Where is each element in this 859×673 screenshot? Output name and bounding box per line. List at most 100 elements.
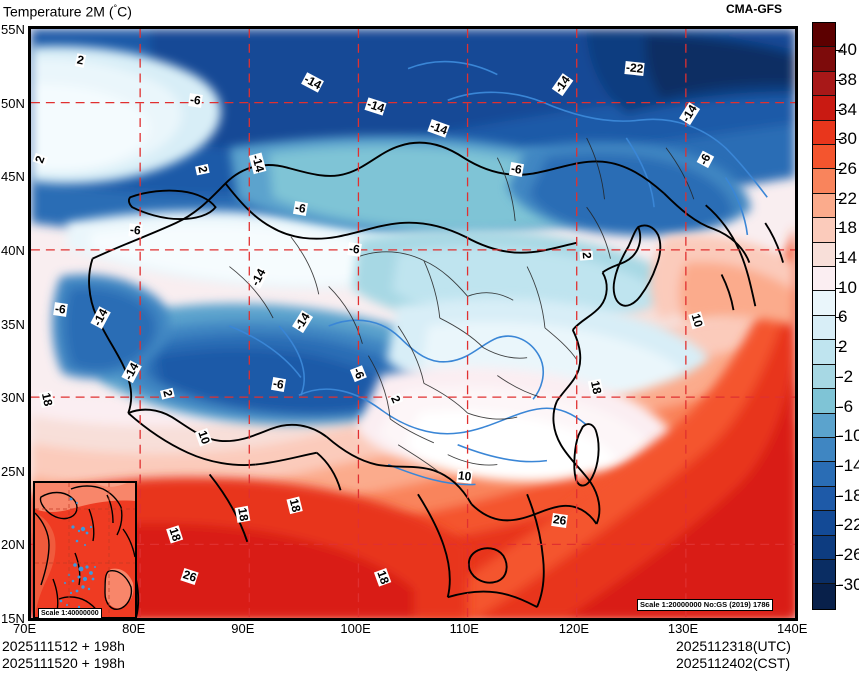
colorbar-ticks	[836, 22, 859, 610]
colorbar-tick-mark	[836, 50, 843, 52]
colorbar-tick--10: -10	[838, 426, 859, 446]
degree-symbol: °	[113, 3, 118, 13]
colorbar-tick-mark	[836, 584, 843, 586]
colorbar-tick--26: -26	[838, 545, 859, 565]
colorbar-tick-mark	[836, 347, 843, 349]
lat-tick-30N: 30N	[1, 390, 25, 406]
south-china-sea-inset[interactable]	[33, 481, 137, 619]
colorbar-tick-mark	[836, 139, 843, 141]
colorbar-segment	[813, 120, 835, 146]
lat-tick-40N: 40N	[1, 242, 25, 258]
page-title-unit: C)	[117, 3, 132, 20]
contour-label: 18	[286, 496, 305, 515]
colorbar-tick-mark	[836, 436, 843, 438]
colorbar-segment	[813, 267, 835, 292]
lat-tick-20N: 20N	[1, 537, 25, 553]
colorbar-tick-14: 14	[838, 248, 857, 268]
colorbar-tick-2: 2	[838, 337, 848, 357]
colorbar-segment	[813, 291, 835, 316]
contour-label: -6	[188, 92, 203, 108]
footer-init-line1: 2025111512 + 198h	[2, 638, 125, 654]
colorbar-segment	[813, 193, 835, 219]
colorbar-tick--22: -22	[838, 515, 859, 535]
colorbar-segment	[813, 462, 835, 487]
inset-map-graphic	[35, 483, 135, 617]
colorbar-segment	[813, 340, 835, 365]
colorbar-tick--2: -2	[838, 366, 854, 386]
map-canvas[interactable]: 2 2 -6 -14 -14 -14 -14 -22 -14 -6 -6 -14 -6 -6 2 2 -14 -6…	[31, 29, 795, 618]
colorbar	[812, 22, 836, 610]
page-title-text: Temperature 2M (	[3, 3, 114, 20]
contour-label: -6	[271, 376, 286, 393]
colorbar-segment	[813, 535, 835, 560]
contour-label: -6	[292, 199, 308, 216]
contour-label: 26	[550, 511, 568, 528]
colorbar-tick--18: -18	[838, 485, 859, 505]
colorbar-tick-40: 40	[838, 40, 857, 60]
latitude-axis: 55N 50N 45N 40N 35N 30N 25N 20N 15N	[0, 0, 28, 673]
colorbar-segment	[813, 71, 835, 97]
contour-label: -6	[53, 301, 68, 318]
contour-label: 18	[587, 378, 605, 397]
colorbar-tick-mark	[836, 79, 843, 81]
colorbar-segment	[813, 437, 835, 463]
colorbar-tick-mark	[836, 317, 843, 319]
lon-tick-140E: 140E	[777, 621, 808, 636]
colorbar-tick-22: 22	[838, 188, 857, 208]
contour-label: -22	[624, 59, 645, 76]
colorbar-segment	[813, 559, 835, 585]
lon-tick-100E: 100E	[340, 621, 371, 636]
colorbar-tick-mark	[836, 555, 843, 557]
colorbar-tick--6: -6	[838, 396, 854, 416]
map-frame[interactable]: 2 2 -6 -14 -14 -14 -14 -22 -14 -6 -6 -14 -6 -6 2 2 -14 -6…	[28, 26, 798, 621]
contour-label: 10	[456, 467, 473, 484]
colorbar-tick-30: 30	[838, 129, 857, 149]
colorbar-tick-6: 6	[838, 307, 848, 327]
colorbar-tick-mark	[836, 287, 843, 289]
contour-label: -6	[509, 161, 524, 178]
colorbar-segment	[813, 584, 835, 609]
model-label: CMA-GFS	[726, 2, 782, 16]
lon-tick-90E: 90E	[231, 621, 255, 636]
colorbar-tick-26: 26	[838, 159, 857, 178]
lon-tick-110E: 110E	[449, 621, 479, 636]
colorbar-segment	[813, 169, 835, 194]
lon-tick-70E: 70E	[13, 621, 37, 636]
colorbar-segment	[813, 315, 835, 341]
contour-label: -6	[128, 222, 143, 238]
colorbar-tick-mark	[836, 169, 843, 170]
map-scale-note: Scale 1:20000000 No:GS (2019) 1786	[637, 599, 773, 611]
colorbar-segment	[813, 389, 835, 414]
colorbar-tick-mark	[836, 525, 843, 527]
contour-label: 10	[688, 310, 706, 330]
colorbar-tick-mark	[836, 258, 843, 260]
contour-label: 18	[235, 505, 252, 524]
lat-tick-45N: 45N	[1, 169, 25, 185]
colorbar-segment	[813, 242, 835, 268]
header: Temperature 2M (°C) CMA-GFS	[0, 0, 859, 20]
lat-tick-15N: 15N	[1, 611, 25, 626]
lon-tick-130E: 130E	[667, 621, 699, 636]
colorbar-segment	[813, 23, 835, 48]
colorbar-tick-34: 34	[838, 99, 857, 119]
colorbar-tick--30: -30	[838, 574, 859, 594]
colorbar-tick-38: 38	[838, 69, 857, 89]
lat-tick-55N: 55N	[1, 22, 25, 37]
province-borders	[229, 137, 695, 475]
colorbar-segment	[813, 47, 835, 72]
colorbar-segment	[813, 511, 835, 536]
colorbar-tick-mark	[836, 198, 843, 200]
colorbar-segment	[813, 218, 835, 243]
colorbar-tick-mark	[836, 228, 843, 230]
colorbar-segment	[813, 364, 835, 390]
footer-valid-cst: 2025112402(CST)	[676, 655, 791, 671]
lat-tick-35N: 35N	[1, 316, 25, 332]
colorbar-tick-mark	[836, 495, 843, 497]
colorbar-tick-mark	[836, 465, 843, 467]
colorbar-tick-mark	[836, 109, 843, 111]
colorbar-tick-mark	[836, 406, 843, 408]
longitude-axis: 70E 80E 90E 100E 110E 120E 130E 140E	[0, 622, 859, 638]
page-title: Temperature 2M (°C)	[3, 0, 132, 20]
lon-tick-80E: 80E	[122, 621, 146, 636]
